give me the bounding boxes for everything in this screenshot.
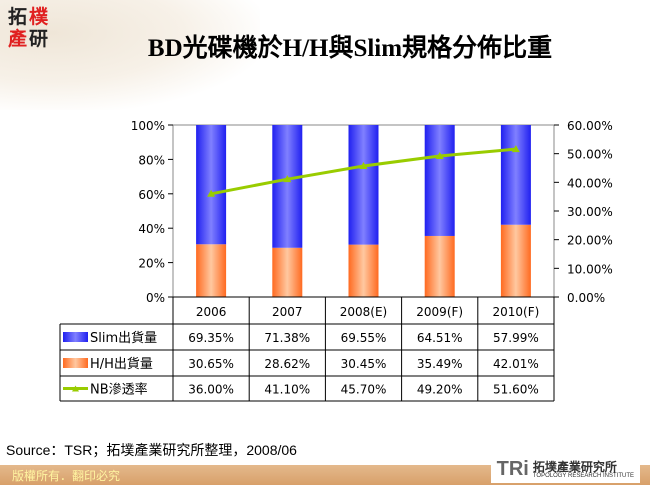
left-tick-label: 100%: [131, 119, 165, 133]
right-tick-label: 20.00%: [567, 234, 613, 248]
category-label: 2006: [196, 305, 227, 319]
table-cell: 71.38%: [264, 331, 310, 345]
legend-key-nb-marker: [72, 385, 79, 392]
table-cell: 64.51%: [417, 331, 463, 345]
point-nb: [207, 189, 216, 197]
category-label: 2009(F): [416, 305, 463, 319]
topology-logo: 拓 樸 產 研: [8, 7, 50, 51]
point-nb: [435, 151, 444, 159]
table-cell: 28.62%: [264, 357, 310, 371]
category-label: 2008(E): [340, 305, 387, 319]
table-cell: 35.49%: [417, 357, 463, 371]
table-cell: 69.55%: [341, 331, 387, 345]
right-tick-label: 40.00%: [567, 176, 613, 190]
left-tick-label: 0%: [146, 291, 165, 305]
right-tick-label: 50.00%: [567, 148, 613, 162]
copyright-text: 版權所有．翻印必究: [12, 469, 121, 483]
page-title: BD光碟機於H/H與Slim規格分佈比重: [147, 35, 553, 62]
logo-char: 研: [29, 28, 49, 50]
legend-label: Slim出貨量: [90, 330, 157, 346]
table-cell: 30.65%: [188, 357, 234, 371]
left-tick-label: 40%: [138, 222, 165, 236]
bar-slim: [424, 125, 455, 236]
bar-slim: [500, 125, 531, 225]
logo-char: 產: [8, 28, 28, 50]
right-tick-label: 60.00%: [567, 119, 613, 133]
table-cell: 45.70%: [341, 383, 387, 397]
tri-logo: TRi 拓墣產業研究所 TOPOLOGY RESEARCH INSTITUTE: [490, 456, 640, 483]
logo-char: 拓: [8, 6, 28, 28]
tri-logo-mark: TRi: [496, 458, 529, 480]
category-label: 2007: [272, 305, 303, 319]
bar-slim: [348, 125, 379, 245]
table-cell: 41.10%: [264, 383, 310, 397]
left-tick-label: 20%: [138, 257, 165, 271]
table-cell: 30.45%: [341, 357, 387, 371]
left-tick-label: 60%: [138, 188, 165, 202]
table-cell: 49.20%: [417, 383, 463, 397]
table-cell: 51.60%: [493, 383, 539, 397]
background-map: [0, 0, 260, 110]
table-cell: 57.99%: [493, 331, 539, 345]
category-label: 2010(F): [492, 305, 539, 319]
left-tick-label: 80%: [138, 153, 165, 167]
bar-hh: [500, 224, 531, 297]
bar-slim: [196, 125, 227, 245]
table-cell: 69.35%: [188, 331, 234, 345]
legend-label: H/H出貨量: [90, 356, 153, 372]
legend-key-slim: [63, 332, 88, 342]
bar-hh: [196, 244, 227, 297]
source-note: Source：TSR；拓墣產業研究所整理，2008/06: [6, 442, 297, 458]
right-tick-label: 0.00%: [567, 291, 605, 305]
point-nb: [511, 145, 520, 153]
bar-slim: [272, 125, 303, 248]
legend-label: NB滲透率: [90, 382, 148, 398]
table-cell: 42.01%: [493, 357, 539, 371]
footer-bar: [0, 465, 650, 485]
right-tick-label: 10.00%: [567, 262, 613, 276]
right-tick-label: 30.00%: [567, 205, 613, 219]
tri-logo-cn: 拓墣產業研究所: [532, 459, 617, 474]
point-nb: [283, 175, 292, 183]
bar-hh: [424, 235, 455, 297]
point-nb: [359, 161, 368, 169]
table-cell: 36.00%: [188, 383, 234, 397]
bar-hh: [348, 244, 379, 297]
tri-logo-en: TOPOLOGY RESEARCH INSTITUTE: [532, 472, 634, 479]
legend-key-hh: [63, 358, 88, 368]
bar-hh: [272, 247, 303, 297]
logo-char: 樸: [29, 6, 49, 28]
